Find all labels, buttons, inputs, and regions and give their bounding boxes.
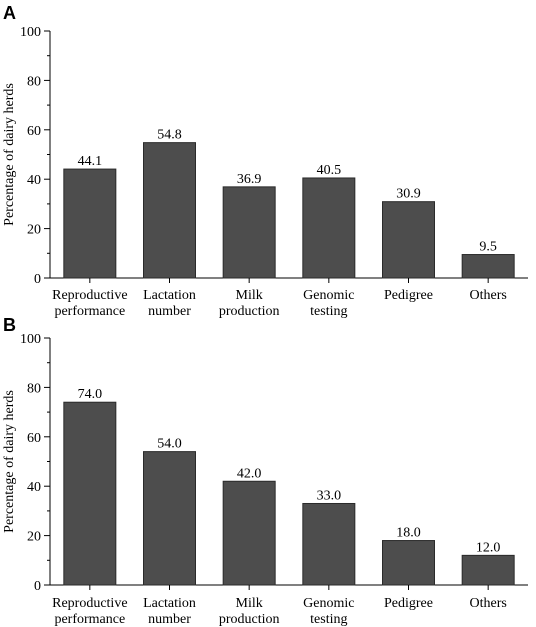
y-tick-label: 40 — [27, 173, 41, 188]
panel-letter: A — [3, 3, 16, 23]
y-tick-label: 60 — [27, 124, 41, 139]
x-category-label: Others — [470, 596, 507, 611]
bar-value-label: 12.0 — [476, 540, 501, 555]
y-tick-label: 80 — [27, 74, 41, 89]
bar-value-label: 9.5 — [479, 240, 497, 255]
y-tick-label: 0 — [34, 579, 41, 594]
y-axis-title: Percentage of dairy herds — [2, 83, 17, 226]
y-tick-label: 60 — [27, 431, 41, 446]
bar — [461, 554, 515, 586]
y-tick-label: 20 — [27, 223, 41, 238]
bar-value-label: 30.9 — [396, 187, 421, 202]
y-tick-label: 0 — [34, 272, 41, 287]
x-category-label: performance — [54, 304, 125, 319]
x-category-label: Pedigree — [384, 596, 433, 611]
x-category-label: Genomic — [303, 596, 354, 611]
panel-letter: B — [3, 315, 16, 335]
y-tick-label: 100 — [20, 25, 41, 40]
bar-value-label: 74.0 — [78, 387, 103, 402]
bar-value-label: 33.0 — [317, 488, 342, 503]
x-category-label: Pedigree — [384, 288, 433, 303]
chart-panel-b: B 0 20 40 60 80 100 Percentage of dairy herds 74… — [2, 315, 528, 627]
bar-value-label: 40.5 — [317, 163, 342, 178]
y-axis-title: Percentage of dairy herds — [2, 390, 17, 533]
x-category-label: number — [148, 612, 191, 627]
bar-value-label: 54.0 — [157, 437, 182, 452]
x-category-label: Others — [470, 288, 507, 303]
bar — [302, 177, 356, 279]
bar — [63, 401, 117, 586]
x-category-label: testing — [310, 612, 347, 627]
x-category-label: production — [219, 612, 280, 627]
chart-panel-a: A 0 20 40 60 80 100 Percentage of dairy herds 44… — [2, 3, 528, 319]
bar — [143, 451, 196, 586]
x-category-label: Genomic — [303, 288, 354, 303]
y-tick-label: 100 — [20, 332, 41, 347]
bar — [222, 186, 276, 279]
bar — [143, 142, 196, 279]
bar-value-label: 18.0 — [396, 526, 421, 541]
bar-value-label: 54.8 — [157, 128, 182, 143]
bar-value-label: 42.0 — [237, 466, 262, 481]
x-category-label: production — [219, 304, 280, 319]
bar — [63, 168, 117, 279]
bar — [222, 480, 276, 586]
bar-value-label: 44.1 — [78, 154, 103, 169]
x-category-label: Lactation — [143, 288, 196, 303]
bar-value-label: 36.9 — [237, 172, 262, 187]
bar — [382, 540, 435, 586]
bar — [461, 254, 515, 279]
y-tick-label: 80 — [27, 381, 41, 396]
x-category-label: Reproductive — [52, 288, 127, 303]
bar — [302, 502, 356, 586]
x-category-label: Milk — [236, 596, 263, 611]
x-category-label: number — [148, 304, 191, 319]
x-category-label: Reproductive — [52, 596, 127, 611]
bar — [382, 201, 435, 279]
x-category-label: Lactation — [143, 596, 196, 611]
x-category-label: performance — [54, 612, 125, 627]
y-tick-label: 20 — [27, 530, 41, 545]
x-category-label: Milk — [236, 288, 263, 303]
y-tick-label: 40 — [27, 480, 41, 495]
x-category-label: testing — [310, 304, 347, 319]
